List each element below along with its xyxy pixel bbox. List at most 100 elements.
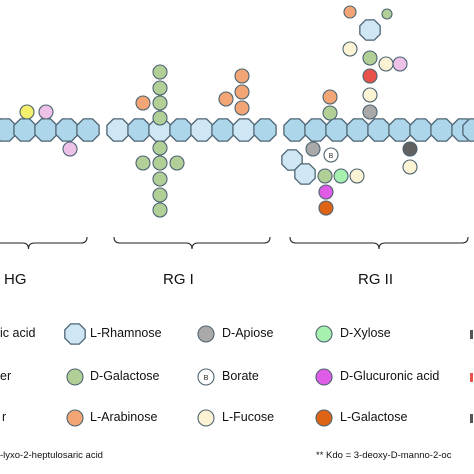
rg1-galactose-up-1 bbox=[152, 80, 168, 96]
rg1-galactose-branch-left bbox=[135, 155, 151, 171]
legend-label-galactose: D-Galactose bbox=[90, 369, 160, 383]
rg1-backbone-unit-5 bbox=[211, 118, 235, 142]
rg2-fucose-bottom-right bbox=[402, 159, 418, 175]
rg1-backbone-unit-0 bbox=[106, 118, 130, 142]
rg2-pink-right bbox=[392, 56, 408, 72]
legend-icon-cut-2 bbox=[470, 373, 473, 382]
rg2-borate bbox=[323, 147, 339, 163]
rg1-backbone-unit-7 bbox=[253, 118, 277, 142]
rg1-arabinose-up-left bbox=[135, 95, 151, 111]
legend-label-l-galactose: L-Galactose bbox=[340, 410, 408, 424]
legend-icon-l-galactose bbox=[315, 409, 333, 427]
hg-pink-substituent bbox=[38, 104, 54, 120]
legend-icon-apiose bbox=[197, 325, 215, 343]
rg1-galactose-up-0 bbox=[152, 64, 168, 80]
rg2-borate-letter: B bbox=[329, 153, 334, 160]
legend-icon-cut-3 bbox=[470, 414, 473, 423]
section-braces bbox=[0, 236, 469, 250]
legend-label-row2: er bbox=[0, 369, 12, 383]
legend-icon-xylose bbox=[315, 325, 333, 343]
legend-icon-borate bbox=[197, 368, 215, 386]
backbones bbox=[0, 118, 474, 142]
rg1-backbone-unit-1 bbox=[127, 118, 151, 142]
rg2-rhamnose-lower-1 bbox=[281, 149, 303, 171]
hg-brace bbox=[0, 236, 88, 250]
legend-label-apiose: D-Apiose bbox=[222, 326, 274, 340]
footnote-right: ** Kdo = 3-deoxy-D-manno-2-oc bbox=[316, 450, 452, 461]
legend-icon-cut-1 bbox=[470, 330, 473, 339]
rg2-galacturonic-unit-6 bbox=[409, 118, 433, 142]
hg-galacturonic-unit-2 bbox=[34, 118, 58, 142]
rg1-galactose-down-3 bbox=[152, 187, 168, 203]
section-label-hg: HG bbox=[4, 271, 27, 288]
hg-yellow-substituent bbox=[19, 104, 35, 120]
rg1-brace bbox=[113, 236, 271, 250]
rg2-xylose bbox=[333, 168, 349, 184]
rg2-fucose-right bbox=[378, 56, 394, 72]
rg1-galactose-down-0 bbox=[152, 140, 168, 156]
legend-label-glucuronic: D-Glucuronic acid bbox=[340, 369, 440, 383]
rg2-galacturonic-unit-0 bbox=[283, 118, 307, 142]
rg1-arabinose-right-0 bbox=[234, 68, 250, 84]
legend-icon-rhamnose bbox=[64, 323, 86, 345]
rg2-galactose-lower bbox=[317, 168, 333, 184]
rg2-rhamnose-top bbox=[359, 19, 381, 41]
legend-icon-galactose bbox=[66, 368, 84, 386]
rg1-galactose-up-3 bbox=[152, 110, 168, 126]
rg2-galacturonic-unit-7 bbox=[430, 118, 454, 142]
legend-label-row3: r bbox=[2, 410, 7, 424]
rg2-apiose-upper bbox=[362, 104, 378, 120]
rg2-galacturonic-unit-edge bbox=[462, 118, 474, 142]
section-label-rg1: RG I bbox=[163, 271, 194, 288]
rg2-galacturonic-unit-1 bbox=[304, 118, 328, 142]
legend-label-xylose: D-Xylose bbox=[340, 326, 391, 340]
footnote-left: -lyxo-2-heptulosaric acid bbox=[0, 450, 103, 461]
legend-label-fucose: L-Fucose bbox=[222, 410, 275, 424]
rg2-kdo bbox=[362, 68, 378, 84]
legend-icon-arabinose bbox=[66, 409, 84, 427]
legend-icon-fucose bbox=[197, 409, 215, 427]
rg2-galacturonic-unit-5 bbox=[388, 118, 412, 142]
rg1-arabinose-branch bbox=[218, 91, 234, 107]
rg1-backbone-unit-4 bbox=[190, 118, 214, 142]
rg2-arabinose-left bbox=[322, 89, 338, 105]
rg2-fucose-left bbox=[342, 41, 358, 57]
rg2-arabinose-top bbox=[343, 5, 357, 19]
rg2-galacturonic-unit-3 bbox=[346, 118, 370, 142]
rg2-brace bbox=[289, 236, 469, 250]
hg-galacturonic-unit-3 bbox=[55, 118, 79, 142]
hg-pink-substituent-lower bbox=[62, 141, 78, 157]
rg2-galactose-top bbox=[381, 8, 393, 20]
rg2-galactose-left bbox=[322, 105, 338, 121]
legend-borate-letter: B bbox=[203, 373, 208, 382]
legend-icons: B bbox=[64, 323, 473, 427]
legend-label-rhamnose: L-Rhamnose bbox=[90, 326, 162, 340]
legend-label-acid: ic acid bbox=[0, 326, 36, 340]
rg1-galactose-down-4 bbox=[152, 202, 168, 218]
rg1-galactose-up-2 bbox=[152, 95, 168, 111]
rg2-apiose-dark bbox=[402, 141, 418, 157]
legend-icon-glucuronic bbox=[315, 368, 333, 386]
rg2-galacturonic-unit-2 bbox=[325, 118, 349, 142]
rg1-backbone-unit-6 bbox=[232, 118, 256, 142]
rg1-galactose-down-1 bbox=[152, 155, 168, 171]
legend-label-borate: Borate bbox=[222, 369, 259, 383]
hg-galacturonic-unit-4 bbox=[76, 118, 100, 142]
sugar-units: B bbox=[19, 5, 418, 218]
legend-label-arabinose: L-Arabinose bbox=[90, 410, 158, 424]
rg1-galactose-down-2 bbox=[152, 171, 168, 187]
hg-galacturonic-unit-0 bbox=[0, 118, 17, 142]
rg2-apiose-lower bbox=[305, 141, 321, 157]
rg1-galactose-branch-right bbox=[169, 155, 185, 171]
rg2-glucuronic bbox=[318, 184, 334, 200]
rg2-l-galactose bbox=[318, 200, 334, 216]
hg-galacturonic-unit-1 bbox=[13, 118, 37, 142]
rg2-galacturonic-unit-4 bbox=[367, 118, 391, 142]
rg1-arabinose-right-1 bbox=[234, 84, 250, 100]
section-label-rg2: RG II bbox=[358, 271, 394, 288]
rg1-backbone-unit-3 bbox=[169, 118, 193, 142]
rg1-arabinose-right-2 bbox=[234, 100, 250, 116]
rg2-fucose-middle bbox=[362, 87, 378, 103]
rg2-fucose-lower bbox=[349, 168, 365, 184]
